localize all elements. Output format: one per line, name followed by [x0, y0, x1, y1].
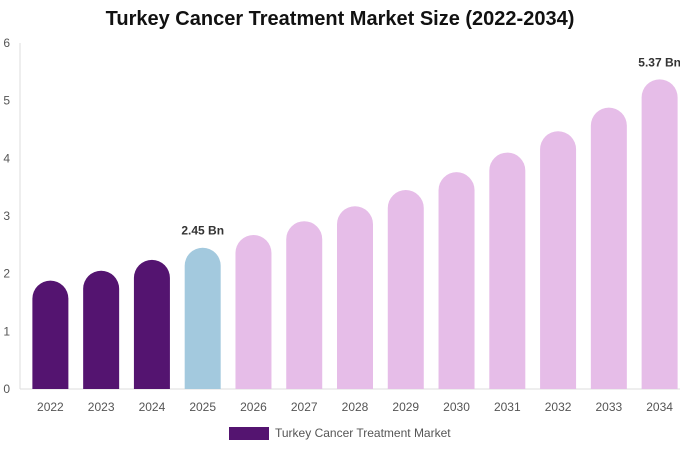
- bars: [32, 79, 678, 390]
- bar-2033: [590, 107, 627, 389]
- x-tick-label: 2024: [139, 400, 166, 414]
- labels: 2022 2023 2024 2025 2026 2027 2028 2029 2030 2031…: [37, 55, 680, 414]
- x-tick-label: 2034: [646, 400, 673, 414]
- bar-2024: [133, 259, 170, 389]
- y-tick-label: 0: [3, 382, 10, 396]
- bar-2026: [235, 235, 272, 389]
- x-tick-label: 2023: [88, 400, 115, 414]
- x-tick-label: 2029: [392, 400, 419, 414]
- legend-swatch: [229, 426, 269, 440]
- chart-title: Turkey Cancer Treatment Market Size (202…: [105, 8, 575, 30]
- x-tick-label: 2026: [240, 400, 267, 414]
- y-tick-label: 6: [3, 36, 10, 50]
- data-label-2034: 5.37 Bn: [638, 55, 680, 69]
- x-tick-label: 2032: [545, 400, 572, 414]
- y-tick-label: 1: [3, 324, 10, 338]
- legend: Turkey Cancer Treatment Market: [229, 425, 451, 441]
- y-tick-label: 2: [3, 267, 10, 281]
- legend-label: Turkey Cancer Treatment Market: [275, 426, 451, 440]
- bar-2030: [438, 172, 475, 389]
- bar-2027: [286, 221, 323, 389]
- bar-2032: [540, 131, 577, 390]
- bar-2022: [32, 280, 69, 389]
- bar-2023: [83, 270, 120, 389]
- x-tick-label: 2025: [189, 400, 216, 414]
- data-label-2025: 2.45 Bn: [181, 224, 224, 238]
- bar-2025: [184, 247, 221, 389]
- x-tick-label: 2028: [342, 400, 369, 414]
- y-tick-label: 4: [3, 151, 10, 165]
- x-tick-label: 2033: [595, 400, 622, 414]
- x-tick-label: 2031: [494, 400, 521, 414]
- y-tick-label: 3: [3, 209, 10, 223]
- bar-2034: [641, 79, 678, 389]
- x-tick-label: 2027: [291, 400, 318, 414]
- bar-2028: [337, 206, 373, 389]
- y-tick-label: 5: [3, 94, 10, 108]
- bar-2029: [387, 190, 424, 389]
- x-tick-label: 2022: [37, 400, 64, 414]
- x-tick-label: 2030: [443, 400, 470, 414]
- bar-2031: [489, 152, 526, 389]
